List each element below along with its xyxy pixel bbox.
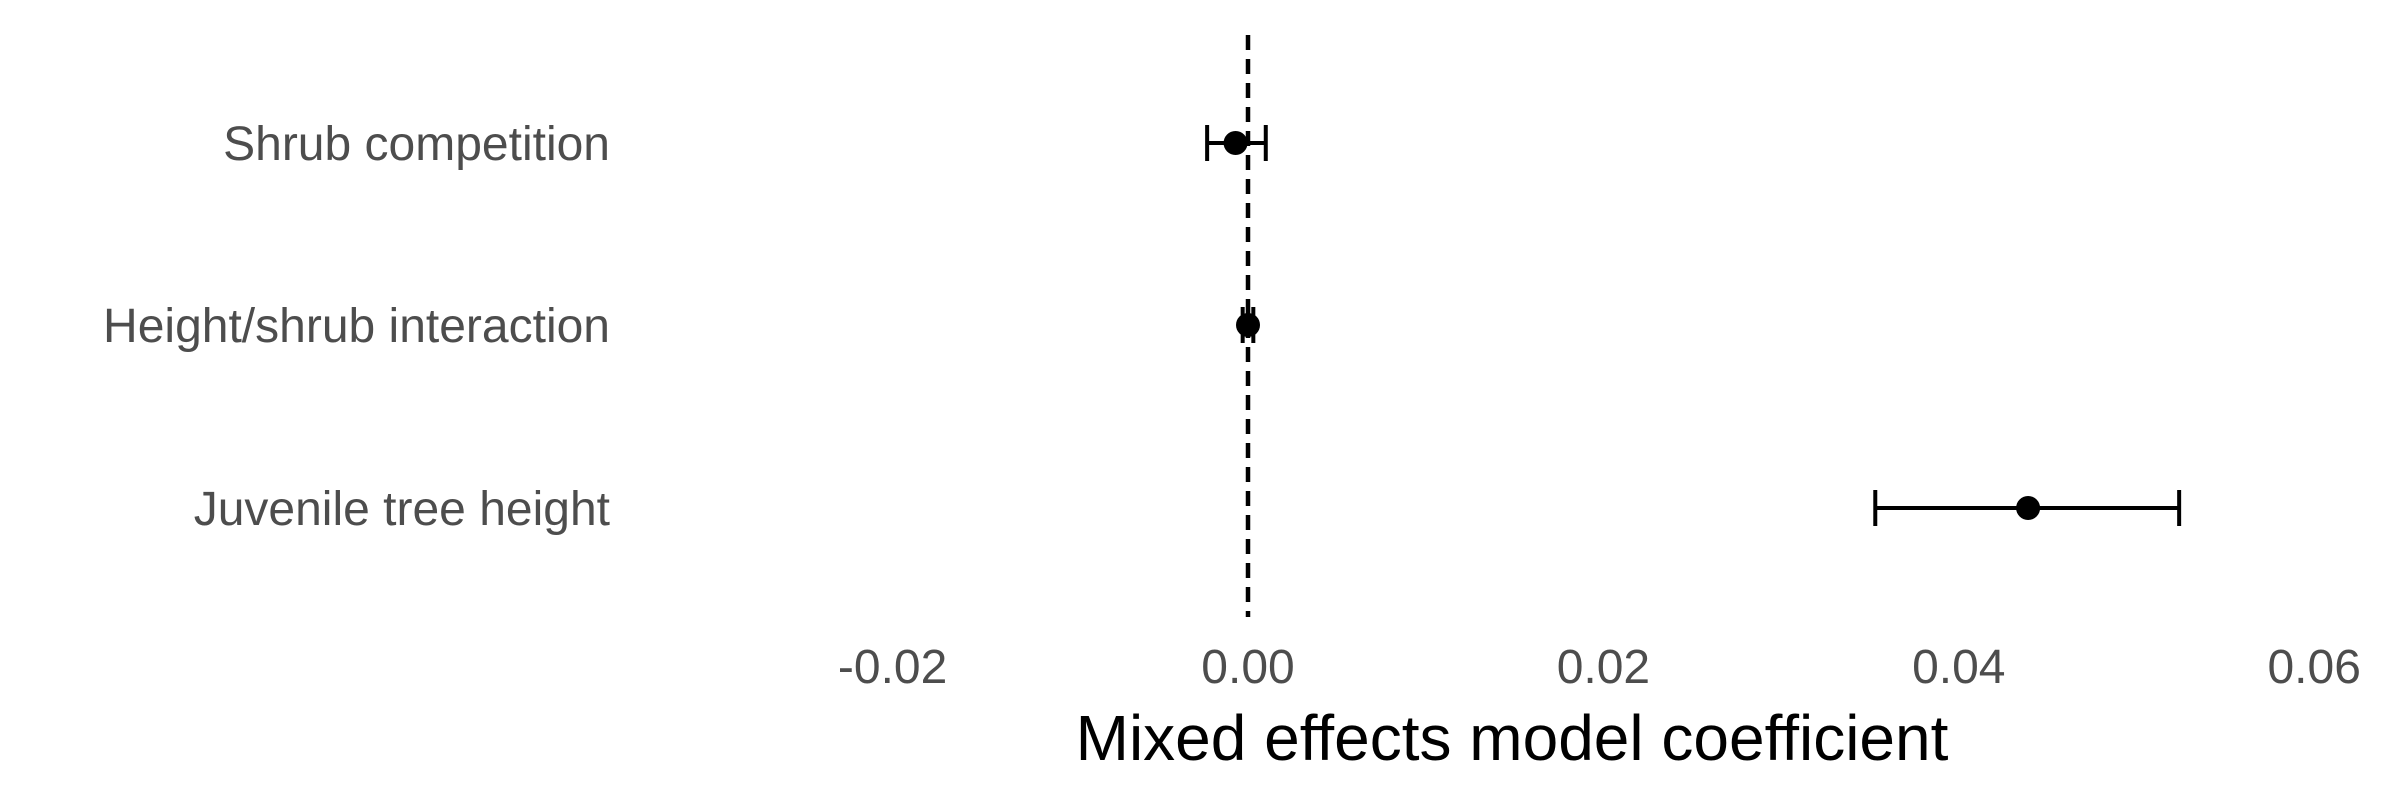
x-axis-ticks: -0.02 0.00 0.02 0.04 0.06 [838,641,2361,694]
chart-marks [1205,35,2182,617]
x-tick-label: 0.06 [2267,641,2360,694]
point-estimate-shrub-competition [1223,131,1248,155]
category-label-shrub-competition: Shrub competition [223,118,610,171]
x-tick-label: 0.00 [1201,641,1294,694]
category-label-juvenile-tree-height: Juvenile tree height [194,483,610,536]
category-labels: Shrub competition Height/shrub interactio… [103,118,610,536]
x-tick-label: 0.04 [1912,641,2005,694]
x-tick-label: -0.02 [838,641,947,694]
point-estimate-height-shrub-interaction [1236,313,1260,337]
x-tick-label: 0.02 [1557,641,1650,694]
category-label-height-shrub-interaction: Height/shrub interaction [103,300,610,353]
x-axis-title: Mixed effects model coefficient [1076,702,1949,774]
point-estimate-juvenile-tree-height [2016,496,2041,520]
